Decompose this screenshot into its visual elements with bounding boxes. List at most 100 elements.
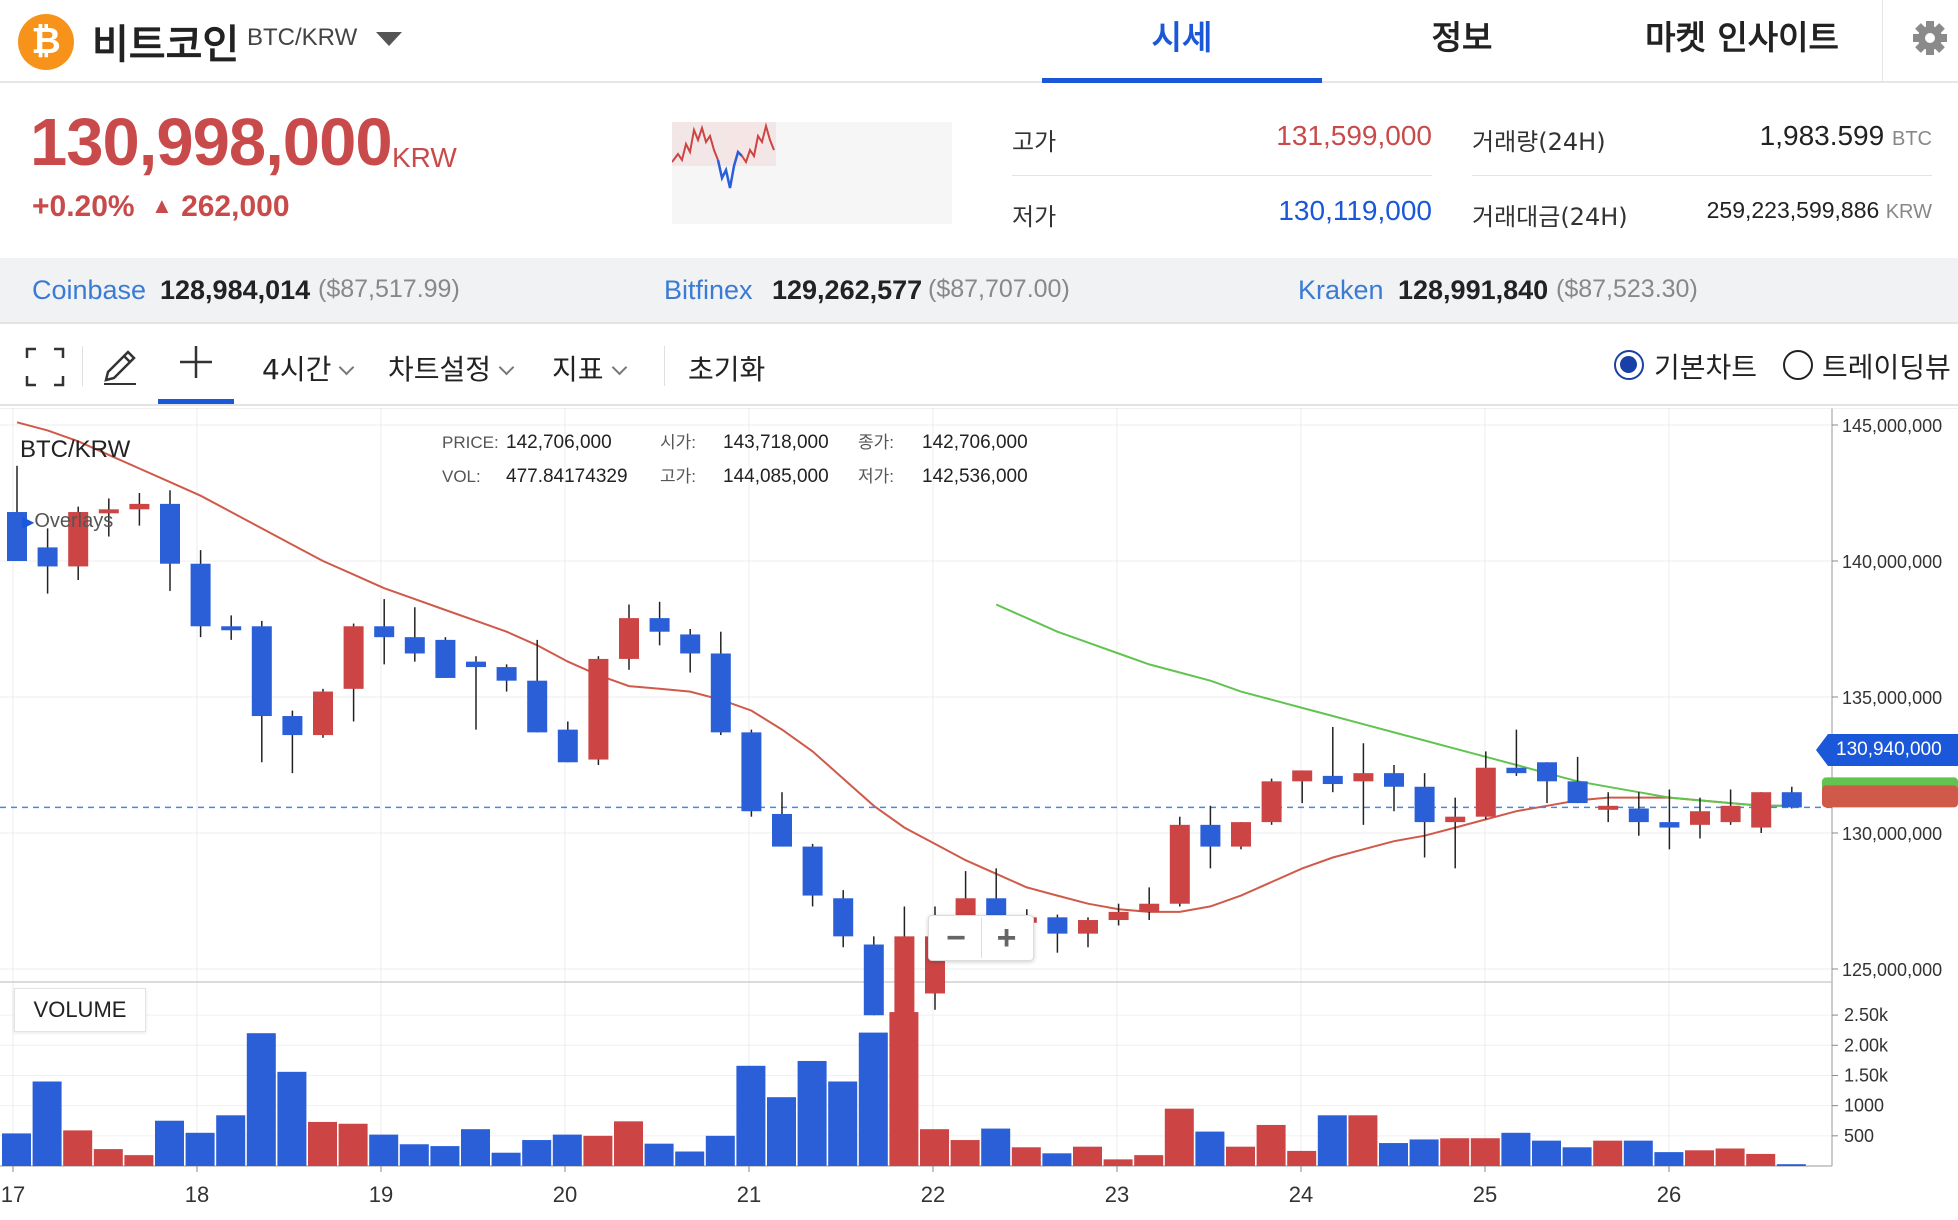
tab-market-insight[interactable]: 마켓 인사이트	[1645, 18, 1839, 57]
ohlc-legend-text: 143,718,000	[723, 432, 829, 453]
volume-bar	[1134, 1155, 1164, 1166]
volume-value: 1,983.599 BTC	[1650, 120, 1932, 152]
volume-label: 거래량(24H)	[1472, 128, 1606, 156]
volume-label: VOLUME	[14, 988, 146, 1032]
candle-body	[894, 936, 915, 1013]
candle-body	[1537, 762, 1557, 782]
reset-button[interactable]: 초기화	[688, 353, 766, 386]
candle-body	[68, 512, 89, 567]
zoom-out-button[interactable]: −	[946, 919, 966, 957]
fullscreen-icon[interactable]	[24, 346, 66, 388]
gear-icon	[1913, 21, 1947, 55]
volume-bar	[1470, 1138, 1500, 1166]
basic-chart-label[interactable]: 기본차트	[1654, 351, 1758, 384]
interval-select[interactable]: 4시간	[262, 348, 355, 388]
volume-bar	[797, 1060, 827, 1166]
exchange-name[interactable]: Kraken	[1298, 275, 1384, 305]
volume-bar	[185, 1132, 215, 1166]
crosshair-icon	[180, 346, 212, 378]
candlestick-chart[interactable]: 145,000,000 140,000,000 135,000,000 130,000…	[0, 408, 1958, 1220]
bitcoin-logo-icon: ₿	[18, 14, 74, 70]
candle-body	[160, 503, 180, 564]
ohlc-legend-text: 142,706,000	[506, 432, 612, 453]
x-tick-label: 21	[737, 1182, 761, 1207]
pencil-icon[interactable]	[98, 344, 142, 388]
volume-bar	[124, 1155, 154, 1166]
volume-bar	[614, 1121, 643, 1166]
x-tick-label: 18	[185, 1182, 209, 1207]
volume-bar	[1715, 1148, 1745, 1166]
volume-bar	[1348, 1115, 1378, 1166]
ohlc-legend-text: 142,706,000	[922, 432, 1028, 453]
coin-dropdown-chevron-icon[interactable]	[376, 32, 402, 46]
change-percent: +0.20%	[32, 190, 135, 223]
high-value: 131,599,000	[1276, 120, 1432, 151]
radio-basic-chart[interactable]	[1614, 350, 1644, 380]
volume-tick-label: 2.00k	[1844, 1035, 1889, 1055]
exchange-name[interactable]: Coinbase	[32, 275, 147, 305]
amount-label: 거래대금(24H)	[1472, 203, 1628, 231]
toolbar-divider	[82, 346, 83, 386]
candle-body	[251, 626, 272, 717]
exchange-usd: ($87,523.30)	[1556, 275, 1698, 303]
candle-body	[1414, 786, 1435, 823]
volume-tick-label: 1000	[1844, 1096, 1884, 1116]
volume-bar	[1562, 1147, 1592, 1166]
candle-body	[619, 618, 639, 659]
app-header: ₿ 비트코인 BTC/KRW 시세 정보 마켓 인사이트	[0, 0, 1958, 83]
volume-bar	[1379, 1143, 1408, 1166]
indicators-menu[interactable]: 지표	[552, 348, 627, 388]
tab-price[interactable]: 시세	[1042, 0, 1322, 83]
volume-bar	[216, 1115, 246, 1166]
moving-average-long-line	[995, 603, 1792, 807]
candle-body	[1108, 911, 1129, 921]
candle-body	[649, 618, 670, 632]
x-tick-label: 25	[1473, 1182, 1497, 1207]
chart-settings-menu[interactable]: 차트설정	[388, 348, 515, 388]
settings-button[interactable]	[1882, 0, 1958, 83]
candle-body	[833, 898, 854, 937]
volume-bar	[1593, 1140, 1623, 1166]
stat-divider	[1472, 175, 1932, 176]
candle-body	[1261, 781, 1282, 823]
candle-body	[1231, 822, 1251, 847]
interval-label: 4시간	[262, 353, 332, 386]
ohlc-legend-text: VOL:	[442, 467, 481, 486]
price-chart[interactable]: 145,000,000 140,000,000 135,000,000 130,000…	[0, 408, 1958, 1220]
candle-body	[1628, 808, 1649, 823]
x-tick-label: 26	[1657, 1182, 1681, 1207]
overlays-toggle[interactable]: ▶Overlays	[22, 510, 113, 533]
ohlc-legend-text: 142,536,000	[922, 466, 1028, 487]
candle-body	[374, 626, 395, 638]
volume-bar	[399, 1144, 429, 1166]
ohlc-legend-text: 종가:	[858, 433, 894, 452]
candle-body	[496, 667, 517, 681]
crosshair-button[interactable]	[158, 326, 234, 404]
ohlc-legend-text: 고가:	[660, 467, 696, 486]
low-label: 저가	[1012, 203, 1057, 231]
volume-bar	[858, 1032, 888, 1166]
candle-body	[404, 637, 425, 654]
mini-price-chart	[671, 122, 952, 224]
exchange-name[interactable]: Bitfinex	[664, 275, 753, 305]
zoom-in-button[interactable]: +	[981, 918, 1031, 958]
chart-toolbar: 4시간 차트설정 지표 초기화 기본차트 트레이딩뷰	[0, 326, 1958, 406]
exchange-usd: ($87,707.00)	[928, 275, 1070, 303]
volume-bar	[552, 1134, 582, 1166]
radio-tradingview[interactable]	[1783, 350, 1813, 380]
tab-info[interactable]: 정보	[1431, 18, 1493, 57]
tradingview-label[interactable]: 트레이딩뷰	[1822, 351, 1951, 384]
candle-body	[282, 716, 303, 736]
stat-divider	[1012, 175, 1432, 176]
volume-bar	[1195, 1131, 1225, 1166]
ma-short-tag	[1822, 785, 1958, 808]
candle-body	[710, 653, 731, 733]
y-tick-label: 145,000,000	[1842, 416, 1942, 436]
volume-bar	[1103, 1159, 1133, 1166]
volume-bar	[1746, 1153, 1776, 1166]
ohlc-legend-text: PRICE:	[442, 433, 499, 452]
candle-body	[1078, 920, 1098, 934]
volume-tick-label: 2.50k	[1844, 1005, 1889, 1025]
volume-bar	[1256, 1124, 1286, 1166]
candle-body	[1384, 773, 1404, 787]
